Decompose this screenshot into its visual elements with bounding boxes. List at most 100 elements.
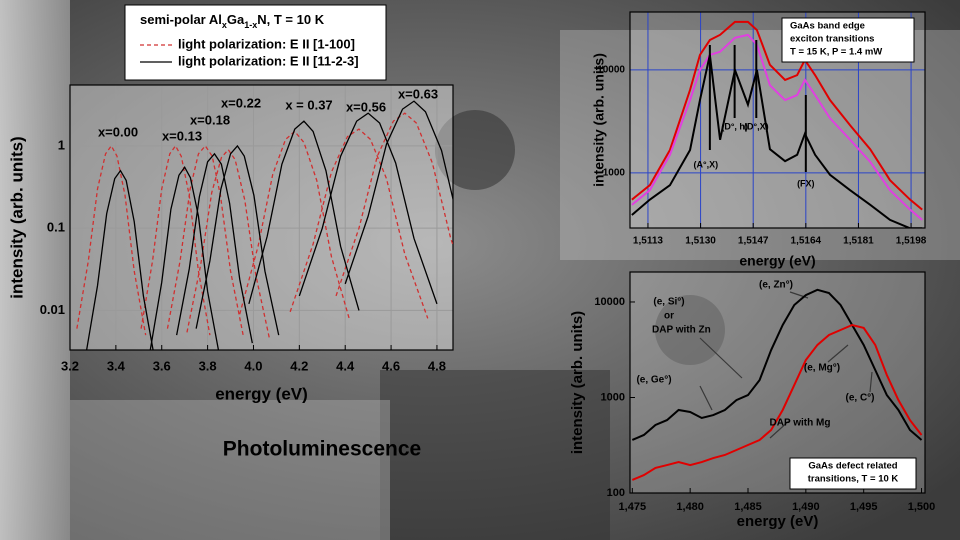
peak-label: (FX) bbox=[797, 178, 815, 188]
note-text: transitions, T = 10 K bbox=[808, 474, 899, 485]
photo-background bbox=[70, 400, 390, 540]
y-axis-label: intensity (arb. units) bbox=[569, 311, 586, 454]
y-tick-label: 10000 bbox=[597, 65, 625, 76]
photo-background bbox=[435, 110, 515, 190]
spectrum-line bbox=[298, 112, 438, 305]
spectrum-line bbox=[631, 33, 923, 221]
legend-box bbox=[124, 4, 387, 81]
spectrum-line bbox=[195, 144, 280, 336]
spectrum-line bbox=[631, 288, 923, 441]
plot-frame bbox=[629, 11, 926, 229]
x-tick-label: 1,5147 bbox=[738, 236, 769, 247]
annotation: (e, Si°) bbox=[653, 297, 684, 308]
chart: 1000 10000 1,5113 1,5130 1,5147 1,5164 1,5181 1… bbox=[591, 11, 927, 269]
x-tick-label: 1,500 bbox=[908, 501, 936, 513]
spectrum-line bbox=[239, 130, 351, 321]
title-part: semi-polar Al bbox=[140, 12, 222, 27]
legend-title: semi-polar AlxGa1-xN, T = 10 K bbox=[140, 12, 325, 30]
x-axis-label: energy (eV) bbox=[737, 513, 819, 530]
annotation: (e, Ge°) bbox=[636, 375, 671, 386]
note-box bbox=[781, 17, 915, 63]
annotation: or bbox=[664, 311, 674, 322]
x-tick-label: 1,480 bbox=[676, 501, 704, 513]
spectrum-line bbox=[149, 166, 220, 350]
arrow bbox=[827, 344, 849, 363]
photo-background bbox=[0, 0, 70, 540]
y-axis-label: intensity (arb. units) bbox=[591, 53, 607, 187]
spectrum-line bbox=[176, 152, 253, 344]
title-part: x bbox=[222, 20, 227, 30]
y-tick-label: 10000 bbox=[594, 296, 625, 308]
spectrum-line bbox=[289, 128, 429, 319]
plot-frame bbox=[629, 271, 926, 494]
x-tick-label: 1,490 bbox=[792, 501, 820, 513]
photo-background bbox=[380, 370, 610, 540]
spectrum-line bbox=[140, 144, 211, 336]
arrow bbox=[769, 419, 791, 439]
curve-label: x=0.22 bbox=[221, 95, 261, 110]
spectrum-line bbox=[344, 100, 453, 285]
x-tick-label: 1,5198 bbox=[896, 236, 927, 247]
annotation: (e, C°) bbox=[846, 393, 875, 404]
y-tick-label: 0.1 bbox=[47, 220, 65, 235]
annotation: (e, Zn°) bbox=[759, 280, 793, 291]
annotation: DAP with Mg bbox=[770, 418, 831, 429]
note-box bbox=[789, 457, 917, 490]
spectrum-line bbox=[186, 148, 271, 340]
series-group bbox=[631, 20, 923, 228]
x-tick-label: 4.2 bbox=[290, 358, 308, 373]
x-tick-label: 1,5130 bbox=[685, 236, 716, 247]
spectrum-line bbox=[631, 54, 923, 228]
note-text: GaAs defect related bbox=[808, 461, 897, 472]
arrow bbox=[699, 385, 713, 411]
series-group bbox=[76, 100, 453, 350]
x-tick-label: 3.4 bbox=[107, 358, 126, 373]
curve-label: x = 0.37 bbox=[285, 97, 332, 112]
x-tick-label: 1,475 bbox=[619, 501, 647, 513]
spectrum-line bbox=[631, 323, 923, 481]
spectrum-line bbox=[248, 120, 360, 311]
peak-label: (D°,X) bbox=[744, 121, 769, 131]
x-tick-label: 1,495 bbox=[850, 501, 878, 513]
note-text: exciton transitions bbox=[790, 34, 874, 45]
x-tick-label: 4.8 bbox=[428, 358, 446, 373]
chart: 0.01 0.1 1 3.2 3.4 3.6 3.8 4.0 4.2 4.4 4.6 4.8 energ… bbox=[7, 4, 454, 403]
arrow bbox=[869, 371, 873, 393]
y-tick-label: 1 bbox=[58, 137, 65, 152]
arrow bbox=[699, 337, 743, 379]
x-tick-label: 4.0 bbox=[244, 358, 262, 373]
spectrum-line bbox=[335, 112, 453, 297]
x-axis-label: energy (eV) bbox=[215, 384, 308, 403]
caption: Photoluminescence bbox=[223, 438, 421, 461]
x-tick-label: 4.4 bbox=[336, 358, 355, 373]
y-tick-label: 100 bbox=[607, 487, 625, 499]
curve-label: x=0.56 bbox=[346, 99, 386, 114]
title-part: N, T = 10 K bbox=[257, 12, 324, 27]
curve-label: x=0.18 bbox=[190, 112, 230, 127]
curve-label: x=0.00 bbox=[98, 124, 138, 139]
plot-frame bbox=[69, 84, 454, 351]
x-tick-label: 3.2 bbox=[61, 358, 79, 373]
x-tick-label: 1,485 bbox=[734, 501, 762, 513]
curve-label: x=0.13 bbox=[162, 128, 202, 143]
legend-label: light polarization: E II [11-2-3] bbox=[178, 53, 359, 68]
plot-area bbox=[630, 272, 925, 493]
y-tick-label: 1000 bbox=[603, 168, 626, 179]
title-part: Ga bbox=[227, 12, 245, 27]
note-text: GaAs band edge bbox=[790, 21, 865, 32]
spectrum-line bbox=[76, 144, 147, 336]
x-axis-label: energy (eV) bbox=[739, 253, 815, 269]
y-axis-label: intensity (arb. units) bbox=[7, 136, 26, 298]
peak-label: (D°, h) bbox=[721, 121, 748, 131]
chart: 100 1000 10000 1,475 1,480 1,485 1,490 1,495 1,5… bbox=[569, 271, 936, 530]
y-tick-label: 1000 bbox=[601, 391, 625, 403]
annotation: (e, Mg°) bbox=[804, 363, 840, 374]
spectrum-line bbox=[85, 169, 154, 350]
x-tick-label: 1,5113 bbox=[633, 236, 663, 247]
photo-background bbox=[655, 295, 725, 365]
y-tick-label: 0.01 bbox=[40, 302, 65, 317]
series-group bbox=[631, 288, 923, 481]
x-tick-label: 3.6 bbox=[153, 358, 171, 373]
title-part: 1-x bbox=[244, 20, 257, 30]
